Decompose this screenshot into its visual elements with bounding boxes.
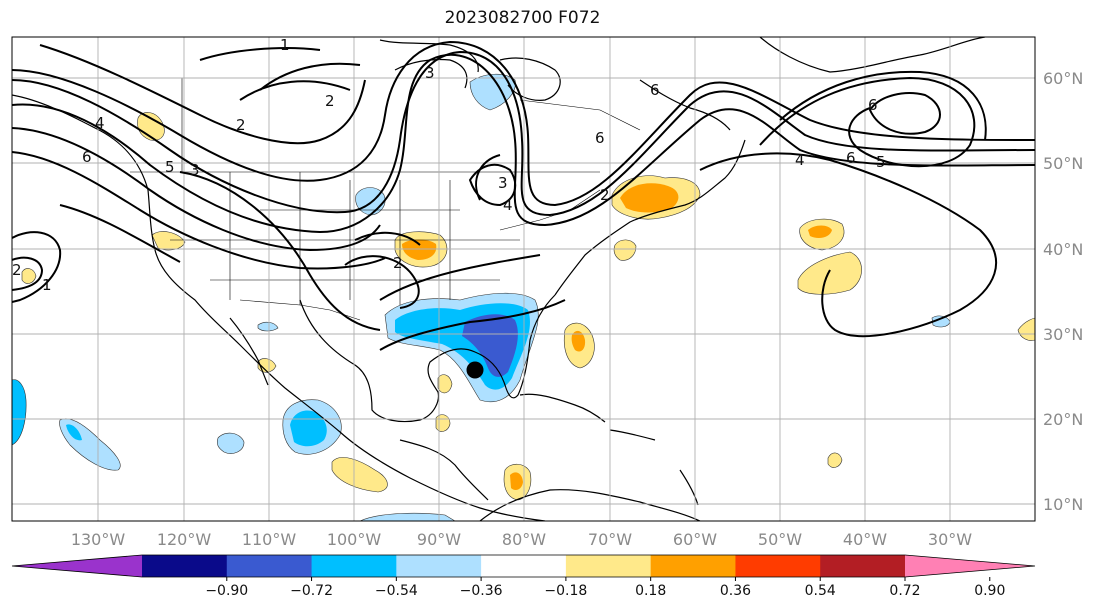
colorbar-segment [226, 555, 313, 577]
colorbar-tick-label: 0.18 [635, 583, 666, 599]
contour-label: 2 [393, 254, 403, 272]
contour-label: 2 [600, 186, 610, 204]
colorbar: −0.90 −0.72 −0.54 −0.36 −0.18 0.18 0.36 0.54 0.7… [11, 554, 1036, 599]
colorbar-tick-label: 0.72 [889, 583, 920, 599]
contour-label: 6 [595, 129, 605, 147]
positive-anomaly-shading [21, 112, 1035, 501]
cold-patch-mexico-core [290, 410, 327, 447]
colorbar-tick-label: 0.54 [805, 583, 836, 599]
contour-label: 4 [795, 151, 805, 169]
lon-tick-label: 120°W [157, 530, 212, 549]
contour-label: 1 [42, 276, 52, 294]
contour-label: 6 [868, 96, 878, 114]
colorbar-outline [11, 554, 1036, 578]
coastlines [12, 37, 986, 521]
lon-tick-label: 60°W [673, 530, 717, 549]
storm-center-marker [466, 361, 484, 379]
colorbar-segment [565, 555, 652, 577]
lon-tick-label: 40°W [843, 530, 887, 549]
contour-label: 3 [425, 64, 435, 82]
colorbar-tick-label: −0.90 [205, 583, 248, 599]
warm-patch-atlantic-2 [797, 251, 862, 295]
warm-patch-atlantic-3 [827, 452, 843, 468]
latitude-labels: 60°N 50°N 40°N 30°N 20°N 10°N [1043, 69, 1083, 514]
longitude-labels: 130°W 120°W 110°W 100°W 90°W 80°W 70°W 6… [71, 530, 972, 549]
colorbar-tick-label: −0.36 [460, 583, 503, 599]
contour-label: 3 [190, 161, 200, 179]
cold-patch-lakes [469, 73, 516, 111]
graticule [12, 37, 1035, 521]
cold-patch-pacific-2-core [66, 424, 82, 441]
contour-label: 2 [236, 116, 246, 134]
lon-tick-label: 70°W [588, 530, 632, 549]
lon-tick-label: 100°W [327, 530, 382, 549]
warm-patch-bermuda-core [571, 330, 586, 352]
warm-patch-gulf [331, 457, 388, 493]
colorbar-segment [481, 555, 567, 577]
cold-patch-pacific [12, 379, 27, 446]
contour-label: 6 [650, 81, 660, 99]
colorbar-segment [142, 555, 228, 577]
colorbar-segment [650, 555, 736, 577]
contour-label: 3 [498, 174, 508, 192]
colorbar-segment [396, 555, 482, 577]
lon-tick-label: 110°W [242, 530, 297, 549]
map-panel [12, 37, 1035, 521]
warm-patch-california [151, 231, 186, 251]
colorbar-extend-low [12, 555, 142, 577]
colorbar-tick-label: −0.72 [290, 583, 333, 599]
lon-tick-label: 130°W [71, 530, 126, 549]
contour-label: 5 [165, 158, 175, 176]
lon-tick-label: 30°W [928, 530, 972, 549]
lat-tick-label: 50°N [1043, 154, 1083, 173]
warm-patch-yucatan [437, 374, 453, 394]
map-title: 2023082700 F072 [444, 8, 601, 28]
map-border [11, 36, 1036, 522]
lat-tick-label: 60°N [1043, 69, 1083, 88]
colorbar-segment [735, 555, 821, 577]
contour-label: 6 [846, 149, 856, 167]
warm-patch-east-edge [1017, 317, 1035, 341]
lat-tick-label: 30°N [1043, 325, 1083, 344]
contour-lines [12, 40, 1035, 351]
colorbar-tick-label: 0.90 [974, 583, 1005, 599]
cold-patch-south [359, 512, 456, 521]
contour-label: 2 [325, 92, 335, 110]
warm-patch-pacific [21, 268, 37, 284]
warm-patch-mid-atl [613, 239, 637, 261]
colorbar-tick-label: 0.36 [720, 583, 751, 599]
contour-label: 2 [12, 261, 22, 279]
contour-label-layer: 1 2 3 4 6 6 5 6 4 6 5 3 2 6 4 2 3 2 1 2 [12, 36, 886, 294]
warm-patch-caribbean-core [510, 472, 523, 490]
lat-tick-label: 10°N [1043, 495, 1083, 514]
lat-tick-label: 40°N [1043, 240, 1083, 259]
colorbar-tick-label: −0.18 [544, 583, 587, 599]
warm-patch-atlantic-1-core [808, 225, 832, 238]
warm-patch-baja [257, 358, 277, 373]
lon-tick-label: 50°W [758, 530, 802, 549]
cold-patch-florida-core [462, 314, 518, 377]
warm-patch-honduras [435, 414, 451, 432]
warm-patch-canada-mid [620, 183, 679, 213]
lat-tick-label: 20°N [1043, 410, 1083, 429]
contour-label: 1 [280, 36, 290, 54]
contour-label: 5 [876, 153, 886, 171]
cold-patch-plains-2 [257, 321, 279, 332]
lon-tick-label: 90°W [417, 530, 461, 549]
colorbar-extend-high [905, 555, 1035, 577]
cold-patch-caribbean [216, 432, 245, 454]
contour-label: 4 [95, 114, 105, 132]
contour-label: 6 [82, 148, 92, 166]
colorbar-tick-label: −0.54 [375, 583, 418, 599]
warm-patch-lakes-core [402, 239, 437, 260]
contour-label: 4 [503, 196, 513, 214]
colorbar-segment [820, 555, 906, 577]
colorbar-segment [311, 555, 397, 577]
lon-tick-label: 80°W [502, 530, 546, 549]
